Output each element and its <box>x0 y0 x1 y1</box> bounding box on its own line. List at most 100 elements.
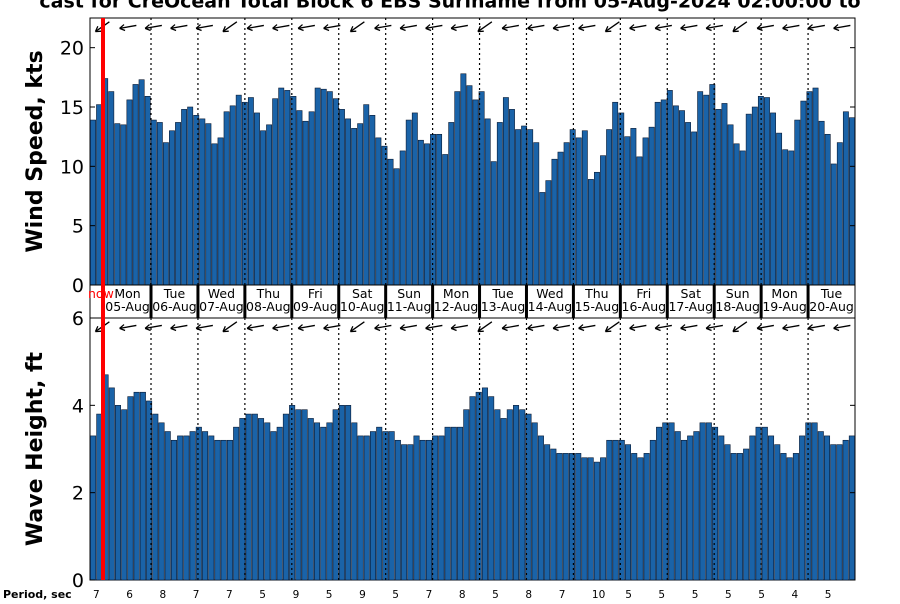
arrow-shaft <box>655 324 672 330</box>
arrow-head <box>323 324 330 332</box>
day-date: 08-Aug <box>246 299 291 314</box>
arrow-head <box>246 324 253 332</box>
period-value: 8 <box>459 589 466 600</box>
y-tick-label: 6 <box>72 308 84 330</box>
bar <box>488 396 495 581</box>
arrow-head <box>144 324 151 332</box>
bar <box>438 435 445 581</box>
direction-arrow-icon <box>399 324 417 332</box>
bar <box>205 123 212 286</box>
day-date: 11-Aug <box>387 299 432 314</box>
bar <box>562 453 569 581</box>
arrow-head <box>272 324 279 332</box>
period-value: 7 <box>193 589 200 600</box>
day-date: 16-Aug <box>622 299 667 314</box>
bar <box>674 431 681 581</box>
bar <box>648 126 655 286</box>
arrow-shaft <box>732 321 748 333</box>
arrow-shaft <box>400 24 417 30</box>
bar <box>786 457 793 581</box>
bar <box>114 123 121 286</box>
direction-arrow-icon <box>450 24 468 32</box>
bar <box>466 85 473 286</box>
bar <box>774 444 781 581</box>
y-tick-label: 20 <box>60 38 84 60</box>
day-date: 20-Aug <box>809 299 854 314</box>
bar <box>563 142 570 286</box>
bar <box>127 396 134 581</box>
bar <box>96 104 103 286</box>
arrow-shaft <box>350 321 365 333</box>
direction-arrow-icon <box>195 324 213 332</box>
day-date: 09-Aug <box>293 299 338 314</box>
period-value: 7 <box>93 589 100 600</box>
direction-arrow-icon <box>119 324 137 332</box>
bar <box>139 391 146 581</box>
direction-arrow-icon <box>170 324 188 332</box>
arrow-shaft <box>680 324 698 330</box>
arrow-shaft <box>757 324 774 330</box>
bar <box>399 150 406 286</box>
bar <box>649 439 656 581</box>
direction-arrow-icon <box>629 24 647 32</box>
now-label: now <box>88 286 114 301</box>
direction-arrow-icon <box>425 324 443 332</box>
arrow-head <box>654 324 661 332</box>
bar <box>618 439 625 581</box>
bar <box>413 435 420 581</box>
day-name: Tue <box>820 286 843 301</box>
arrow-shaft <box>196 324 213 330</box>
day-name: Sun <box>397 286 421 301</box>
y-tick-label: 5 <box>72 216 84 238</box>
bar <box>220 439 227 581</box>
bar <box>424 143 430 286</box>
arrow-shaft <box>119 24 137 30</box>
arrow-head <box>399 24 406 32</box>
arrow-head <box>501 24 508 32</box>
bar <box>463 409 470 581</box>
bar <box>133 391 140 581</box>
arrow-shaft <box>605 321 620 333</box>
bar <box>636 156 643 286</box>
bar <box>600 457 607 581</box>
arrow-head <box>833 24 840 32</box>
arrow-head <box>629 24 636 32</box>
y-tick-label: 10 <box>60 156 84 178</box>
bar <box>703 94 710 286</box>
arrow-shaft <box>323 24 341 30</box>
bar <box>296 110 303 286</box>
bar <box>375 137 382 286</box>
bar <box>606 439 613 581</box>
bar <box>301 409 308 581</box>
bar <box>187 106 194 286</box>
y-tick-label: 0 <box>72 570 84 592</box>
direction-arrow-icon <box>477 321 493 333</box>
arrow-head <box>527 324 534 332</box>
period-value: 4 <box>792 589 799 600</box>
arrow-shaft <box>451 24 468 30</box>
bar <box>600 155 606 286</box>
bar <box>376 426 383 581</box>
bar <box>454 91 461 286</box>
bar <box>425 439 432 581</box>
bar <box>824 133 831 286</box>
direction-arrow-icon <box>170 24 188 32</box>
bar <box>693 431 700 581</box>
arrow-head <box>349 325 357 333</box>
bar <box>177 435 184 581</box>
bar <box>314 87 321 286</box>
bar <box>776 132 783 286</box>
bar <box>527 129 534 286</box>
period-value: 5 <box>725 589 732 600</box>
bar <box>842 439 849 581</box>
bar <box>662 422 669 581</box>
arrow-head <box>94 325 102 333</box>
bar <box>260 130 266 286</box>
bar <box>581 457 588 581</box>
arrow-shaft <box>400 324 417 330</box>
bar <box>345 405 352 581</box>
day-strip <box>89 284 856 319</box>
arrow-shaft <box>782 24 800 30</box>
bar <box>108 387 115 581</box>
arrow-head <box>604 325 612 333</box>
